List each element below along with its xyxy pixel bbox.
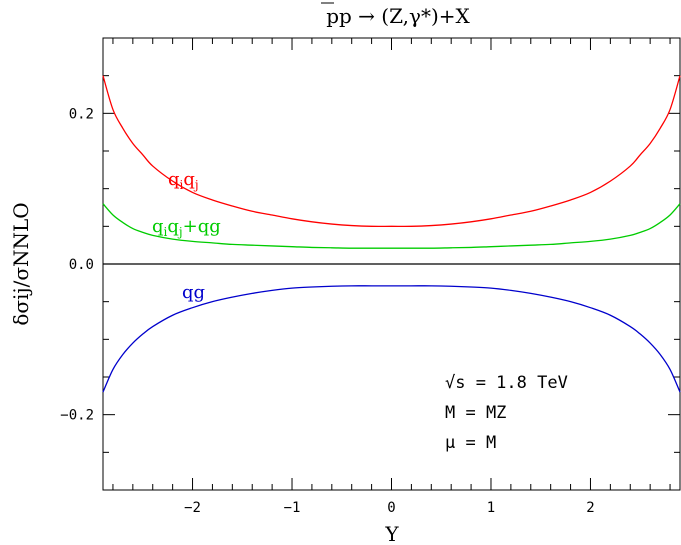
y-tick-label: 0.0 [69, 257, 94, 273]
ticks-layer [103, 37, 680, 491]
tick-labels: −2 −1 0 1 2 −0.2 0.0 0.2 [60, 106, 594, 516]
x-tick-label: 0 [387, 500, 395, 516]
y-tick-label: 0.2 [69, 106, 94, 122]
series-line-qg [102, 285, 681, 393]
x-tick-label: 1 [487, 500, 495, 516]
annotation-scale: μ = M [445, 433, 496, 453]
series-line-qiqj [102, 75, 681, 228]
annotation-sqrt-s: √s = 1.8 TeV [445, 373, 568, 393]
y-axis-label: δσij/σNNLO [9, 202, 33, 325]
x-tick-label: −1 [284, 500, 301, 516]
series-label-qiqj-qg: qiqj+qg [152, 216, 221, 239]
x-axis-label: Y [384, 522, 399, 545]
annotation-mass: M = MZ [445, 403, 506, 423]
series-line-qiqj-qg [102, 203, 681, 249]
chart-title: pp → (Z,γ*)+X [326, 4, 470, 28]
series-layer [102, 75, 681, 393]
series-label-qiqj: qiqj [168, 169, 199, 192]
y-tick-label: −0.2 [60, 408, 94, 424]
series-label-qg: qg [182, 282, 205, 303]
x-tick-label: 2 [586, 500, 594, 516]
x-tick-label: −2 [184, 500, 201, 516]
